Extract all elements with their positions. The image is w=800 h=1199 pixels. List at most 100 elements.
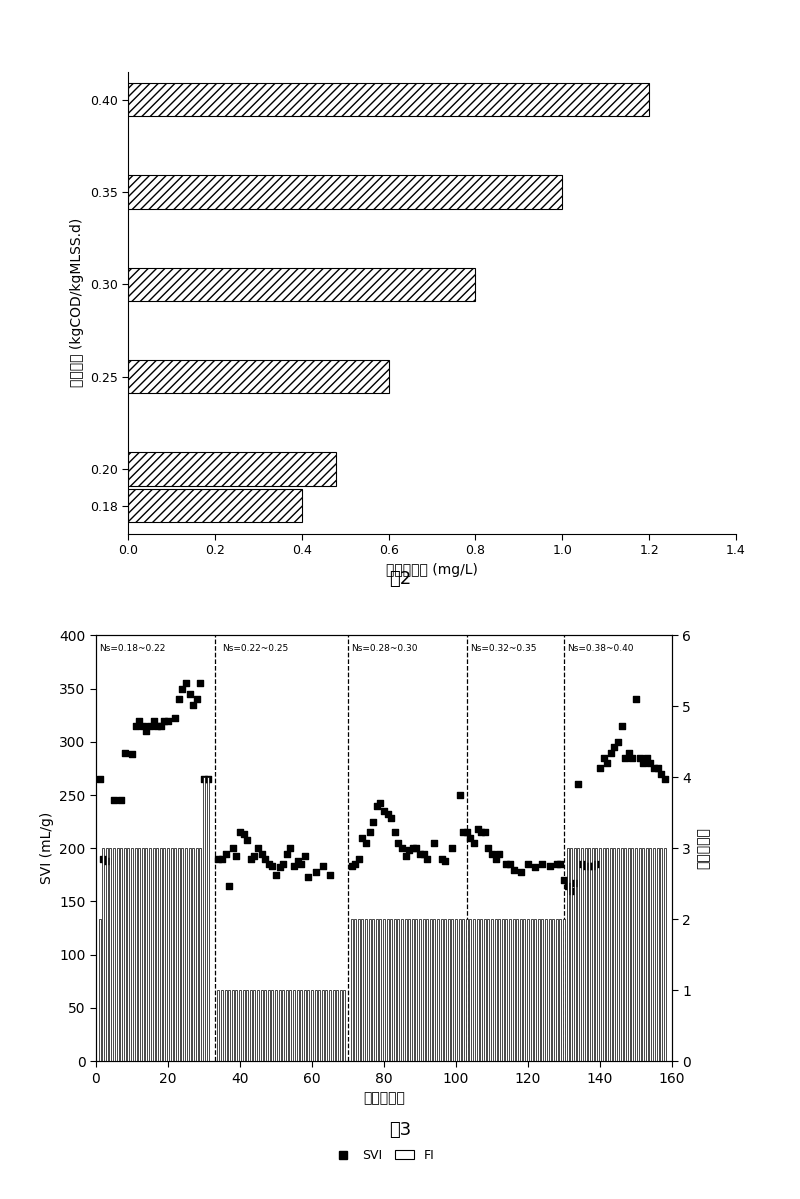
Point (226, 839, 239, 858)
Bar (297, 990, 298, 1061)
Point (572, 775, 585, 794)
Point (554, 855, 567, 874)
Point (97, 849, 110, 868)
Bar (134, 849, 137, 1061)
Point (428, 833, 441, 852)
Bar (506, 920, 507, 1061)
Bar (153, 849, 154, 1061)
Point (173, 689, 186, 709)
Point (346, 857, 358, 876)
Point (378, 801, 390, 820)
Bar (520, 920, 522, 1061)
Bar (120, 849, 122, 1061)
Bar (509, 920, 511, 1061)
Bar (480, 920, 482, 1061)
Bar (635, 849, 637, 1061)
Bar (516, 920, 518, 1061)
Bar (581, 849, 583, 1061)
Point (402, 840, 416, 860)
Point (565, 881, 578, 900)
Bar (642, 849, 644, 1061)
Point (270, 866, 282, 885)
Text: Ns=0.38~0.40: Ns=0.38~0.40 (568, 644, 634, 653)
Point (366, 812, 379, 831)
Bar (638, 849, 641, 1061)
Point (435, 849, 448, 868)
Bar (527, 920, 529, 1061)
Bar (538, 920, 540, 1061)
Bar (182, 849, 183, 1061)
Point (259, 849, 272, 868)
Bar (365, 920, 367, 1061)
Bar (653, 849, 655, 1061)
Point (396, 839, 409, 858)
Point (302, 867, 314, 886)
Point (309, 862, 322, 881)
Point (634, 748, 646, 767)
Bar (354, 920, 356, 1061)
Point (590, 855, 603, 874)
Point (255, 844, 268, 863)
Point (144, 716, 157, 735)
Bar (268, 990, 270, 1061)
Point (295, 855, 308, 874)
Bar (542, 920, 543, 1061)
Point (615, 716, 628, 735)
Point (266, 857, 278, 876)
Point (248, 846, 261, 866)
Bar (170, 849, 173, 1061)
Bar (434, 920, 435, 1061)
Bar (128, 360, 389, 393)
Text: Ns=0.22~0.25: Ns=0.22~0.25 (222, 644, 288, 653)
Bar (390, 920, 392, 1061)
Bar (113, 849, 115, 1061)
Point (115, 791, 128, 811)
Bar (412, 920, 414, 1061)
Point (550, 855, 563, 874)
Bar (624, 849, 626, 1061)
Point (176, 679, 189, 698)
Bar (415, 920, 418, 1061)
Point (370, 796, 383, 815)
Bar (664, 849, 666, 1061)
Bar (426, 920, 428, 1061)
Text: Ns=0.28~0.30: Ns=0.28~0.30 (352, 644, 418, 653)
Bar (300, 990, 302, 1061)
Bar (235, 990, 238, 1061)
Bar (189, 849, 190, 1061)
Bar (271, 990, 274, 1061)
Bar (128, 83, 649, 116)
Bar (369, 920, 370, 1061)
Bar (602, 849, 605, 1061)
Point (648, 759, 661, 778)
Bar (343, 990, 346, 1061)
Point (641, 748, 654, 767)
Point (453, 785, 466, 805)
Bar (239, 990, 241, 1061)
Point (658, 770, 671, 789)
Bar (473, 920, 475, 1061)
Bar (606, 849, 608, 1061)
Bar (246, 990, 248, 1061)
Point (194, 674, 206, 693)
Bar (185, 849, 187, 1061)
Bar (192, 849, 194, 1061)
Point (626, 748, 638, 767)
Point (410, 839, 423, 858)
Point (608, 737, 621, 757)
Point (464, 829, 477, 848)
Point (147, 711, 160, 730)
Bar (314, 990, 317, 1061)
Point (389, 823, 402, 842)
Bar (458, 920, 461, 1061)
Point (129, 716, 142, 735)
Point (183, 685, 196, 704)
Bar (455, 920, 457, 1061)
Bar (394, 920, 396, 1061)
Point (374, 793, 387, 812)
Bar (102, 849, 104, 1061)
Bar (477, 920, 478, 1061)
Bar (156, 849, 158, 1061)
Point (317, 857, 330, 876)
Bar (350, 920, 353, 1061)
